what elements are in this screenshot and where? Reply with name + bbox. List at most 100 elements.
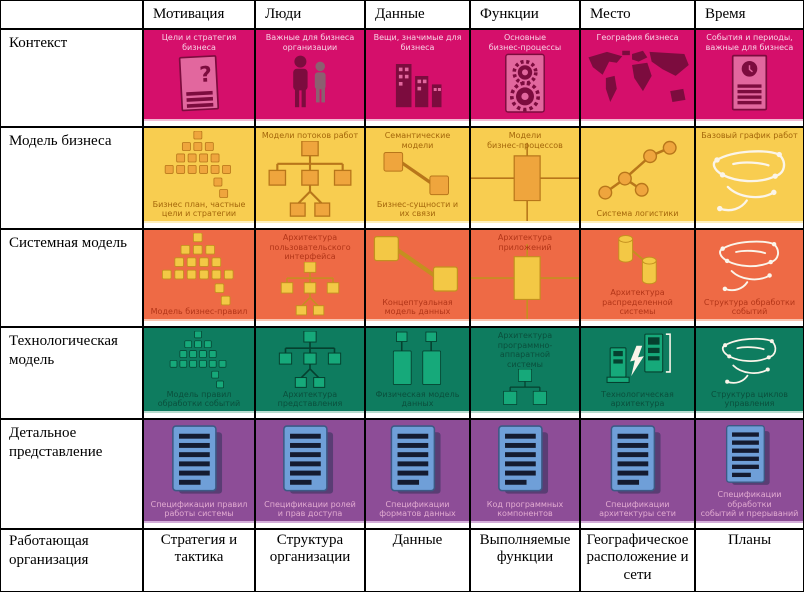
cell-label-bottom: Технологическая архитектура: [601, 389, 674, 409]
block-system-model-motivation: Модель бизнес-правил: [144, 230, 254, 321]
cell-context-functions: Основные бизнес-процессы: [471, 30, 579, 126]
block-system-model-place: Архитектура распределенной системы: [581, 230, 694, 321]
sketch-icon: [698, 331, 801, 390]
row-header-context: Контекст: [1, 30, 142, 126]
block-system-model-time: Структура обработки событий: [696, 230, 803, 321]
column-header-motivation: Мотивация: [144, 1, 254, 28]
document-clock-icon: [698, 52, 801, 117]
cell-label-top: События и периоды, важные для бизнеса: [705, 33, 794, 52]
cell-technology-model-time: Структура циклов управления: [696, 328, 803, 418]
footer-place: Географическое расположение и сети: [581, 530, 694, 591]
cell-label-bottom: Концептуальная модель данных: [382, 297, 453, 317]
data-boxes-icon: [368, 331, 467, 390]
tree-icon: [473, 369, 577, 409]
cell-business-model-place: Система логистики: [581, 128, 694, 228]
block-technology-model-data: Физическая модель данных: [366, 328, 469, 413]
cell-label-top: Архитектура программно-аппаратной систем…: [497, 331, 553, 369]
block-technology-model-motivation: Модель правил обработки событий: [144, 328, 254, 413]
org-tree-icon: [258, 331, 362, 390]
cell-technology-model-place: Технологическая архитектура: [581, 328, 694, 418]
pyramid-icon: [146, 131, 252, 200]
column-header-place: Место: [581, 1, 694, 28]
document-question-icon: ?: [146, 52, 252, 117]
cell-label-bottom: Архитектура распределенной системы: [602, 288, 673, 317]
column-header-people: Люди: [256, 1, 364, 28]
cylinders-icon: [583, 233, 692, 288]
cell-detailed-representation-people: Спецификации ролей и прав доступа: [256, 420, 364, 528]
block-business-model-time: Базовый график работ: [696, 128, 803, 223]
block-system-model-people: Архитектура пользовательского интерфейса: [256, 230, 364, 321]
block-system-model-data: Концептуальная модель данных: [366, 230, 469, 321]
cell-business-model-motivation: Бизнес план, частные цели и стратегии: [144, 128, 254, 228]
org-tree-icon: [258, 261, 362, 317]
cell-detailed-representation-place: Спецификации архитектуры сети: [581, 420, 694, 528]
cell-label-top: Вещи, значимые для бизнеса: [373, 33, 462, 52]
cell-label-bottom: Спецификации правил работы системы: [150, 499, 248, 519]
block-technology-model-functions: Архитектура программно-аппаратной систем…: [471, 328, 579, 413]
block-context-people: Важные для бизнеса организации: [256, 30, 364, 121]
cell-label-top: Важные для бизнеса организации: [265, 33, 355, 52]
cell-detailed-representation-data: Спецификации форматов данных: [366, 420, 469, 528]
process-cross-icon: [471, 128, 579, 221]
cell-business-model-functions: Модели бизнес-процессов: [471, 128, 579, 228]
people-icon: [258, 52, 362, 117]
block-business-model-place: Система логистики: [581, 128, 694, 223]
svg-text:?: ?: [199, 63, 213, 89]
org-tree-icon: [258, 140, 362, 219]
cell-system-model-motivation: Модель бизнес-правил: [144, 230, 254, 326]
cell-context-people: Важные для бизнеса организации: [256, 30, 364, 126]
cell-label-bottom: Спецификации обработки событий и прерыва…: [700, 490, 799, 519]
cell-label-bottom: Код программных компонентов: [486, 499, 564, 519]
cell-context-time: События и периоды, важные для бизнеса: [696, 30, 803, 126]
block-context-time: События и периоды, важные для бизнеса: [696, 30, 803, 121]
row-header-system-model: Системная модель: [1, 230, 142, 326]
cell-label-top: Модели потоков работ: [261, 131, 359, 140]
sketch-icon: [698, 141, 801, 219]
cell-business-model-people: Модели потоков работ: [256, 128, 364, 228]
cell-label-bottom: Архитектура представления: [277, 389, 343, 409]
block-technology-model-time: Структура циклов управления: [696, 328, 803, 413]
block-context-place: География бизнеса: [581, 30, 694, 121]
footer-data: Данные: [366, 530, 469, 591]
cell-label-bottom: Структура обработки событий: [703, 297, 796, 317]
link-boxes-icon: [368, 233, 467, 298]
cell-technology-model-motivation: Модель правил обработки событий: [144, 328, 254, 418]
process-cross-icon: [471, 230, 579, 319]
cell-label-bottom: Структура циклов управления: [710, 389, 788, 409]
block-detailed-representation-time: Спецификации обработки событий и прерыва…: [696, 420, 803, 523]
cell-context-data: Вещи, значимые для бизнеса: [366, 30, 469, 126]
cell-detailed-representation-time: Спецификации обработки событий и прерыва…: [696, 420, 803, 528]
spec-doc-icon: [258, 423, 362, 500]
block-business-model-data: Семантические модели Бизнес-сущности и и…: [366, 128, 469, 223]
cell-system-model-functions: Архитектура приложений: [471, 230, 579, 326]
block-technology-model-people: Архитектура представления: [256, 328, 364, 413]
cell-context-motivation: Цели и стратегия бизнеса ?: [144, 30, 254, 126]
block-business-model-functions: Модели бизнес-процессов: [471, 128, 579, 223]
cell-detailed-representation-motivation: Спецификации правил работы системы: [144, 420, 254, 528]
block-detailed-representation-place: Спецификации архитектуры сети: [581, 420, 694, 523]
row-header-technology-model: Технологическая модель: [1, 328, 142, 418]
cell-label-top: Базовый график работ: [701, 131, 798, 140]
pyramid-icon: [146, 331, 252, 390]
spec-doc-icon: [583, 423, 692, 500]
link-boxes-icon: [368, 150, 467, 200]
row-header-business-model: Модель бизнеса: [1, 128, 142, 228]
row-header-detailed-representation: Детальное представление: [1, 420, 142, 528]
block-detailed-representation-people: Спецификации ролей и прав доступа: [256, 420, 364, 523]
footer-row-header: Работающая организация: [1, 530, 142, 591]
spec-doc-icon: [698, 423, 801, 490]
footer-motivation: Стратегия и тактика: [144, 530, 254, 591]
cell-context-place: География бизнеса: [581, 30, 694, 126]
cell-system-model-time: Структура обработки событий: [696, 230, 803, 326]
footer-functions: Выполняемые функции: [471, 530, 579, 591]
cell-business-model-time: Базовый график работ: [696, 128, 803, 228]
cell-label-top: География бизнеса: [596, 33, 679, 42]
sketch-icon: [698, 233, 801, 298]
pyramid-icon: [146, 233, 252, 307]
cell-label-bottom: Модель бизнес-правил: [150, 307, 248, 317]
spec-doc-icon: [473, 423, 577, 500]
cell-label-bottom: Физическая модель данных: [375, 389, 460, 409]
block-detailed-representation-motivation: Спецификации правил работы системы: [144, 420, 254, 523]
cell-label-bottom: Спецификации архитектуры сети: [599, 499, 676, 519]
cell-technology-model-functions: Архитектура программно-аппаратной систем…: [471, 328, 579, 418]
